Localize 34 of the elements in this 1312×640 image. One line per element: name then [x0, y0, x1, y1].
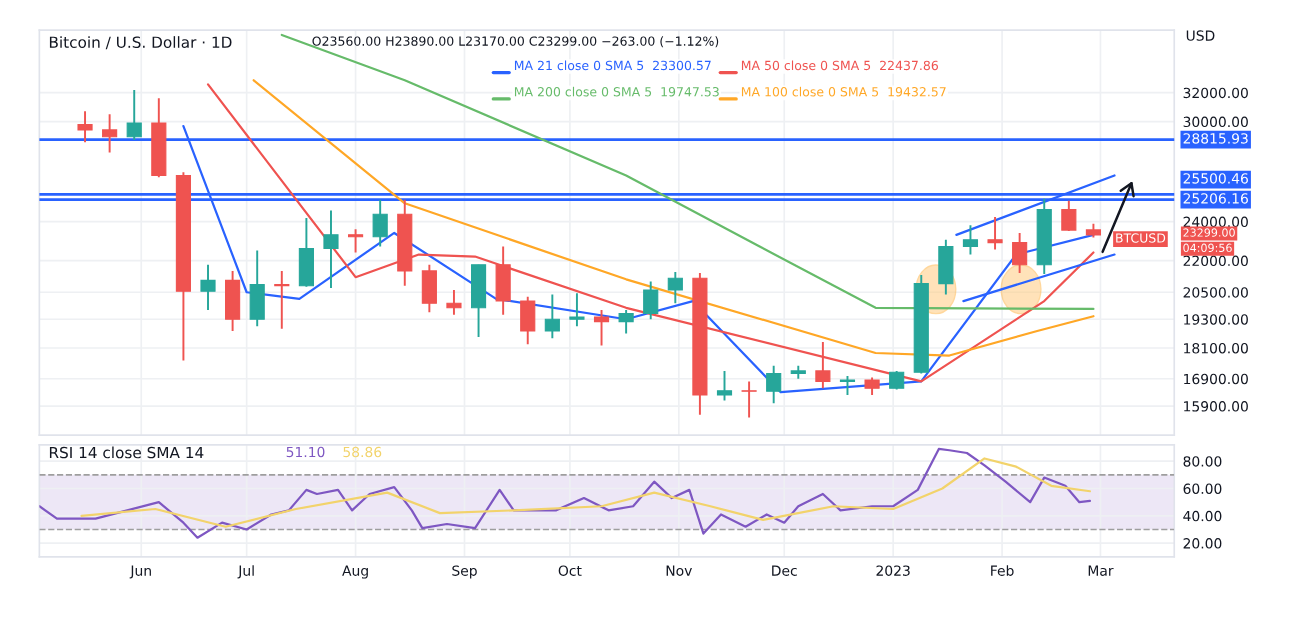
candlestick — [938, 238, 954, 296]
candlestick — [569, 292, 585, 328]
candlestick — [1061, 199, 1077, 233]
candlestick — [716, 369, 733, 402]
candlestick — [298, 216, 314, 288]
candlestick — [274, 269, 290, 330]
candlestick — [495, 245, 511, 316]
line-series — [39, 447, 1092, 539]
candlestick — [470, 263, 487, 338]
candlestick — [544, 293, 560, 340]
candlestick — [962, 224, 979, 256]
candlestick — [1012, 231, 1028, 274]
candlestick — [741, 380, 757, 419]
candlestick — [839, 375, 856, 396]
candlestick — [766, 364, 782, 405]
candlestick — [520, 295, 536, 346]
line-series — [80, 457, 1092, 528]
candlestick — [225, 269, 241, 332]
line-series — [280, 33, 1095, 311]
candlestick — [323, 209, 339, 289]
candlestick — [446, 289, 462, 316]
candlestick — [667, 270, 683, 305]
candlestick — [421, 263, 437, 314]
candlestick — [102, 113, 118, 154]
candlestick — [200, 263, 216, 312]
candlestick — [372, 198, 388, 248]
candlestick — [126, 88, 142, 141]
candlestick — [593, 309, 610, 347]
candlestick — [643, 280, 659, 321]
candlestick — [249, 249, 265, 328]
candlestick — [987, 215, 1003, 251]
candlestick — [618, 309, 634, 335]
candlestick — [77, 110, 93, 144]
candlestick — [347, 228, 364, 254]
